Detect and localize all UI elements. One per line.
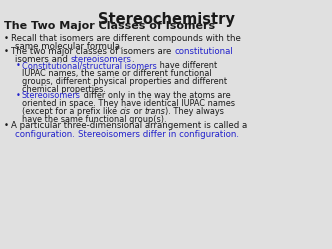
Text: have different: have different xyxy=(157,61,217,70)
Text: •: • xyxy=(16,91,21,100)
Text: The two major classes of isomers are: The two major classes of isomers are xyxy=(11,47,174,56)
Text: have the same functional group(s).: have the same functional group(s). xyxy=(22,115,167,124)
Text: Constitutional/structural isomers: Constitutional/structural isomers xyxy=(22,61,157,70)
Text: trans: trans xyxy=(144,107,165,116)
Text: cis: cis xyxy=(120,107,130,116)
Text: •: • xyxy=(4,121,9,130)
Text: ). They always: ). They always xyxy=(165,107,224,116)
Text: isomers and: isomers and xyxy=(15,55,71,64)
Text: (except for a prefix like: (except for a prefix like xyxy=(22,107,120,116)
Text: oriented in space. They have identical IUPAC names: oriented in space. They have identical I… xyxy=(22,99,235,108)
Text: stereoisomers: stereoisomers xyxy=(71,55,131,64)
Text: •: • xyxy=(4,34,9,43)
Text: •: • xyxy=(16,61,21,70)
Text: Stereochemistry: Stereochemistry xyxy=(98,12,234,27)
Text: Stereoisomers: Stereoisomers xyxy=(22,91,81,100)
Text: Stereoisomers differ in configuration.: Stereoisomers differ in configuration. xyxy=(78,130,239,139)
Text: constitutional: constitutional xyxy=(174,47,233,56)
Text: chemical properties.: chemical properties. xyxy=(22,85,106,94)
Text: same molecular formula.: same molecular formula. xyxy=(15,42,123,51)
Text: .: . xyxy=(131,55,134,64)
Text: The Two Major Classes of Isomers: The Two Major Classes of Isomers xyxy=(4,21,215,31)
Text: Recall that isomers are different compounds with the: Recall that isomers are different compou… xyxy=(11,34,241,43)
Text: groups, different physical properties and different: groups, different physical properties an… xyxy=(22,77,227,86)
Text: A particular three-dimensional arrangement is called a: A particular three-dimensional arrangeme… xyxy=(11,121,247,130)
Text: •: • xyxy=(4,47,9,56)
Text: differ only in the way the atoms are: differ only in the way the atoms are xyxy=(81,91,230,100)
Text: configuration.: configuration. xyxy=(15,130,78,139)
Text: or: or xyxy=(130,107,144,116)
Text: IUPAC names, the same or different functional: IUPAC names, the same or different funct… xyxy=(22,69,211,78)
